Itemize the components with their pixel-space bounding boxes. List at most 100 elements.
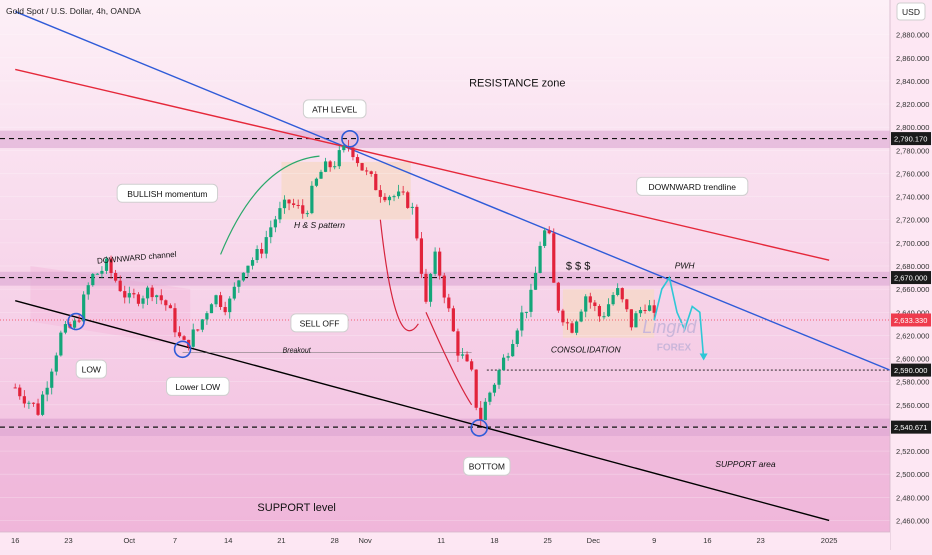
candle-body	[520, 312, 524, 331]
annotation-sell-off-box	[290, 313, 349, 333]
candle-body	[278, 208, 282, 220]
candle-body	[301, 205, 305, 214]
candle-body	[620, 288, 624, 300]
level-price-tag: 2,670.000	[894, 274, 927, 283]
candle-body	[433, 251, 437, 274]
candle-body	[574, 321, 579, 333]
candle-body	[616, 288, 620, 295]
candle-body	[588, 296, 592, 303]
candle-body	[374, 173, 378, 191]
candle-body	[456, 331, 460, 356]
x-tick-label: 25	[544, 536, 552, 545]
currency-badge-bg[interactable]	[896, 2, 926, 21]
bullish-momentum-arrow	[220, 155, 320, 255]
annotation-ath-level-box	[302, 99, 367, 119]
candle-body	[511, 344, 515, 357]
x-tick-label: 16	[703, 536, 711, 545]
candle-body	[492, 384, 497, 393]
lower-low-marker	[173, 340, 192, 359]
x-tick-label: 11	[437, 536, 445, 545]
candle-body	[123, 291, 127, 298]
projection-arrow-head	[699, 353, 708, 361]
candle-body	[54, 355, 58, 372]
currency-badge[interactable]: USD	[902, 7, 920, 17]
x-tick-label: 21	[277, 536, 285, 545]
candle-body	[282, 199, 287, 209]
trendline-2	[15, 300, 830, 522]
x-tick-label: 23	[757, 536, 765, 545]
candle-body	[323, 161, 328, 172]
candle-body	[91, 273, 95, 286]
candle-body	[406, 192, 410, 208]
candle-body	[483, 401, 487, 420]
candle-body	[95, 273, 99, 275]
trendline-1	[15, 68, 830, 261]
level-price-tag-bg	[891, 420, 931, 434]
candle-body	[136, 294, 141, 304]
y-tick-label: 2,500.000	[896, 470, 929, 479]
symbol-title: Gold Spot / U.S. Dollar, 4h, OANDA	[6, 6, 141, 16]
candle-body	[260, 249, 264, 254]
annotation-support-level: SUPPORT level	[257, 502, 335, 514]
annotation-pwh: PWH	[675, 260, 696, 270]
y-tick-label: 2,680.000	[896, 262, 929, 271]
hs-pattern-zone	[281, 161, 411, 220]
candle-body	[474, 369, 478, 408]
candle-body	[351, 147, 355, 158]
candle-body	[114, 273, 118, 281]
y-tick-label: 2,820.000	[896, 100, 929, 109]
candle-body	[570, 323, 574, 333]
annotation-support-area: SUPPORT area	[715, 459, 776, 469]
candle-body	[488, 392, 492, 402]
annotation-resistance-zone: RESISTANCE zone	[469, 78, 565, 90]
x-tick-label: 9	[652, 536, 656, 545]
candle-body	[529, 289, 533, 312]
candle-body	[543, 230, 547, 246]
candle-body	[40, 394, 45, 415]
candle-body	[223, 307, 227, 313]
candle-body	[648, 305, 652, 311]
bottom-marker	[470, 419, 489, 437]
candle-body	[538, 245, 542, 273]
annotation-bottom-box	[463, 456, 511, 476]
candle-body	[218, 295, 223, 308]
candle-body	[355, 157, 360, 164]
candle-body	[264, 237, 268, 254]
annotation-breakout: Breakout	[283, 348, 312, 355]
sell-off-arrow-2	[425, 312, 473, 406]
candle-body	[442, 275, 446, 298]
candle-body	[155, 295, 159, 298]
level-price-tag: 2,633.330	[894, 316, 927, 325]
annotation-bottom: BOTTOM	[469, 462, 505, 472]
candle-body	[369, 171, 373, 174]
y-tick-label: 2,460.000	[896, 516, 929, 525]
y-tick-label: 2,780.000	[896, 146, 929, 155]
level-band-0	[0, 130, 890, 149]
candle-body	[255, 249, 259, 261]
candle-body	[387, 196, 392, 201]
candle-body	[191, 329, 195, 347]
y-tick-label: 2,660.000	[896, 285, 929, 294]
annotation-bullish-momentum: BULLISH momentum	[127, 189, 207, 199]
candle-body	[36, 403, 40, 415]
candle-body	[410, 206, 414, 208]
candle-body	[634, 313, 638, 328]
y-tick-label: 2,560.000	[896, 401, 929, 410]
y-tick-label: 2,800.000	[896, 123, 929, 132]
candle-body	[506, 356, 510, 358]
candle-body	[396, 191, 401, 197]
watermark-lingrid: Lingrid	[642, 317, 697, 337]
annotation-sell-off: SELL OFF	[300, 318, 340, 328]
candle-body	[59, 332, 63, 356]
candle-body	[365, 170, 369, 172]
candle-body	[145, 287, 150, 299]
candle-body	[428, 273, 433, 302]
candle-body	[360, 163, 364, 171]
candle-body	[606, 304, 611, 317]
trendline-0	[14, 10, 891, 371]
candle-body	[611, 294, 615, 305]
candle-body	[287, 199, 291, 204]
candle-body	[228, 298, 232, 313]
